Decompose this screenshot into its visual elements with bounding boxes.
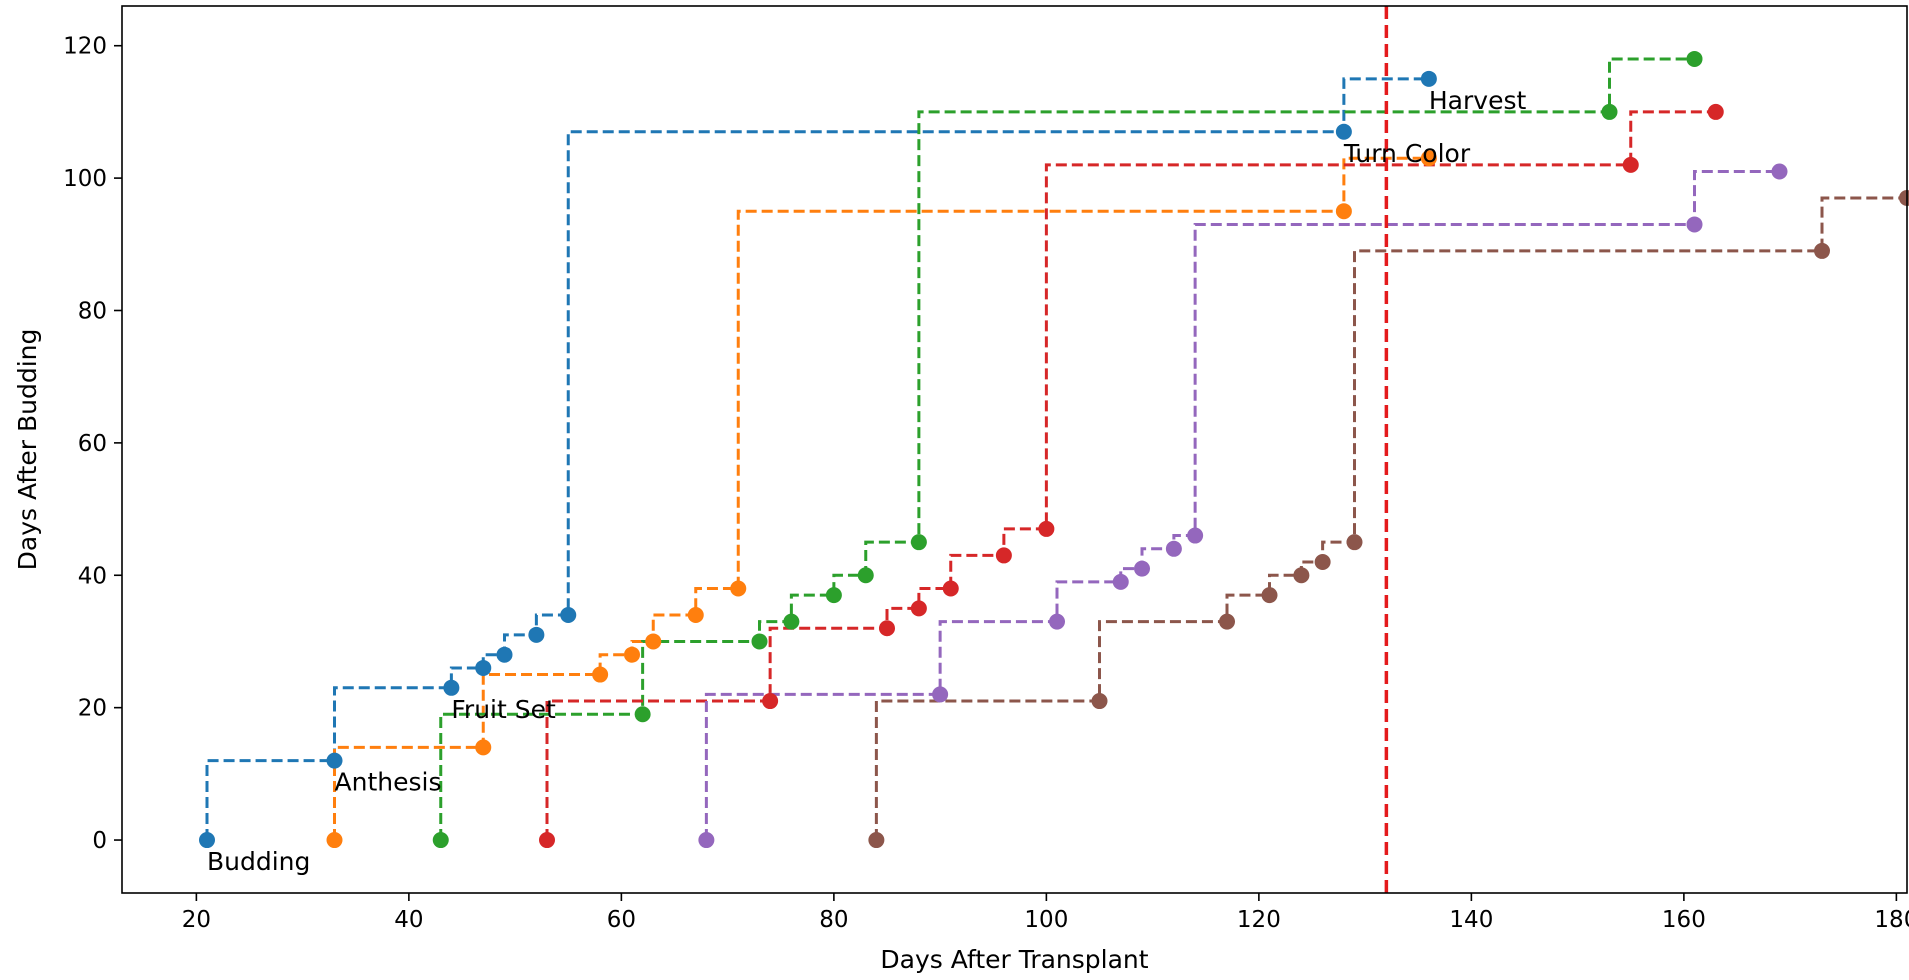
series-2-point-4 [825,587,842,604]
series-4-point-5 [1165,540,1182,557]
axes-group [121,5,1908,894]
series-0-point-7 [1335,123,1352,140]
x-tick-label-8: 180 [1874,907,1909,933]
series-3-point-2 [879,620,895,637]
series-0-point-3 [475,659,492,676]
series-4-point-3 [1112,573,1129,590]
plot-frame [121,5,1908,894]
series-3-point-5 [995,547,1012,564]
series-3-point-4 [942,580,959,597]
series-4-point-1 [932,686,949,703]
y-tick-label-1: 20 [78,696,107,722]
series-2-point-0 [432,832,449,849]
series-2-point-1 [634,706,651,723]
series-0-point-8 [1420,70,1437,87]
y-tick-label-6: 120 [63,34,107,60]
x-tick-label-7: 160 [1662,907,1706,933]
x-tick-label-1: 40 [394,907,423,933]
x-tick-label-4: 100 [1024,907,1068,933]
annotation-1: Anthesis [335,768,442,797]
series-1-point-2 [592,666,609,683]
series-0-point-1 [326,752,343,769]
series-line-4 [704,169,1780,841]
series-line-2 [439,57,1695,841]
series-3-point-8 [1707,103,1724,120]
series-4-point-6 [1187,527,1204,544]
series-3-point-7 [1622,156,1639,173]
series-3-point-1 [762,693,779,710]
x-axis-label: Days After Transplant [880,945,1148,974]
annotation-4: Harvest [1429,86,1527,115]
series-group [199,50,1909,849]
series-line-5 [874,196,1907,841]
series-3-point-3 [910,600,927,617]
series-1-point-1 [475,739,492,756]
y-tick-label-4: 80 [78,298,107,324]
series-5-point-3 [1261,587,1278,604]
series-2-point-3 [783,613,800,630]
series-5-point-0 [868,832,885,849]
series-1-point-5 [687,606,704,623]
series-0-point-5 [528,626,545,643]
x-tick-label-2: 60 [607,907,636,933]
series-2-point-8 [1686,50,1703,67]
series-1-point-6 [730,580,747,597]
y-tick-label-2: 40 [78,563,107,589]
series-4-point-0 [698,832,715,849]
series-2-point-5 [857,567,874,584]
series-0-point-6 [560,606,577,623]
series-1-point-8 [1420,150,1437,167]
ticks-group: 20 40 60 80 100 120 140 160 180 0 20 40 60 80 100 120 [63,34,1909,933]
series-line-3 [545,110,1716,841]
x-tick-label-0: 20 [182,907,211,933]
x-tick-label-3: 80 [819,907,848,933]
series-4-point-8 [1771,163,1788,180]
y-tick-label-3: 60 [78,431,107,457]
series-1-point-4 [645,633,662,650]
x-tick-label-6: 140 [1449,907,1493,933]
annotation-0: Budding [207,847,310,876]
annotation-2: Fruit Set [451,695,556,724]
series-1-point-0 [326,832,343,849]
annotation-3: Turn Color [1343,139,1471,168]
series-line-1 [333,156,1429,841]
series-5-point-7 [1814,242,1830,259]
series-5-point-2 [1219,613,1235,630]
series-0-point-0 [199,832,215,849]
x-tick-label-5: 120 [1237,907,1281,933]
series-4-point-7 [1686,216,1703,233]
series-2-point-2 [751,633,768,650]
series-line-0 [205,77,1429,841]
series-4-point-4 [1134,560,1150,577]
series-0-point-2 [443,679,460,696]
series-5-point-5 [1314,554,1331,571]
series-5-point-1 [1091,693,1108,710]
series-2-point-6 [910,534,927,551]
series-4-point-2 [1049,613,1065,630]
series-1-point-7 [1335,203,1352,220]
series-2-point-7 [1601,103,1618,120]
y-axis-label: Days After Budding [13,329,42,571]
y-tick-label-5: 100 [63,166,107,192]
series-3-point-6 [1038,520,1055,537]
annotation-group: Budding Anthesis Fruit Set Turn Color Harves… [207,86,1526,876]
series-1-point-3 [624,646,640,663]
series-5-point-6 [1346,534,1363,551]
series-0-point-4 [496,646,513,663]
series-5-point-4 [1293,567,1310,584]
series-3-point-0 [539,832,555,849]
y-tick-label-0: 0 [92,828,107,854]
